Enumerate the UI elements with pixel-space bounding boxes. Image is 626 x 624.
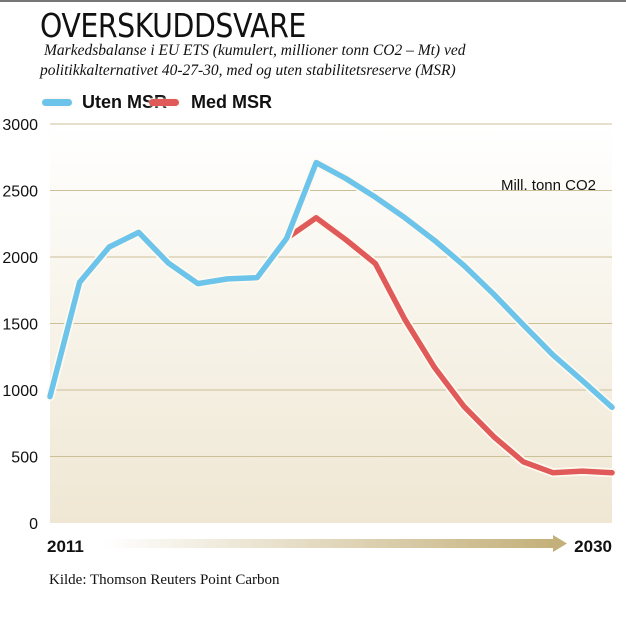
- y-tick-label: 1500: [2, 317, 38, 334]
- y-tick-label: 3000: [2, 117, 38, 134]
- y-tick-label: 0: [29, 516, 38, 533]
- y-tick-label: 2000: [2, 250, 38, 267]
- y-tick-label: 500: [11, 450, 38, 467]
- time-arrow-head: [553, 535, 567, 552]
- legend-item-uten-msr: Uten MSR: [42, 92, 167, 113]
- y-tick-label: 2500: [2, 184, 38, 201]
- source-note: Kilde: Thomson Reuters Point Carbon: [49, 572, 280, 588]
- top-rule: [0, 0, 626, 2]
- legend-label: Med MSR: [191, 92, 272, 112]
- series-line-med-msr: [283, 215, 615, 476]
- series-line-uten-msr: [47, 159, 615, 411]
- legend-label: Uten MSR: [82, 92, 167, 112]
- chart-subtitle-line2: politikkalternativet 40-27-30, med og ut…: [40, 62, 456, 79]
- unit-label: Mill. tonn CO2: [501, 177, 596, 194]
- chart-title: OVERSKUDDSVARE: [40, 6, 306, 45]
- legend-swatch-blue: [42, 99, 72, 106]
- legend-item-med-msr: Med MSR: [149, 92, 272, 113]
- time-arrow-shaft: [103, 539, 553, 548]
- y-tick-label: 1000: [2, 383, 38, 400]
- legend-swatch-red: [149, 99, 179, 106]
- chart-subtitle-line1: Markedsbalanse i EU ETS (kumulert, milli…: [44, 42, 466, 59]
- x-start-label: 2011: [47, 537, 84, 556]
- x-end-label: 2030: [574, 537, 612, 556]
